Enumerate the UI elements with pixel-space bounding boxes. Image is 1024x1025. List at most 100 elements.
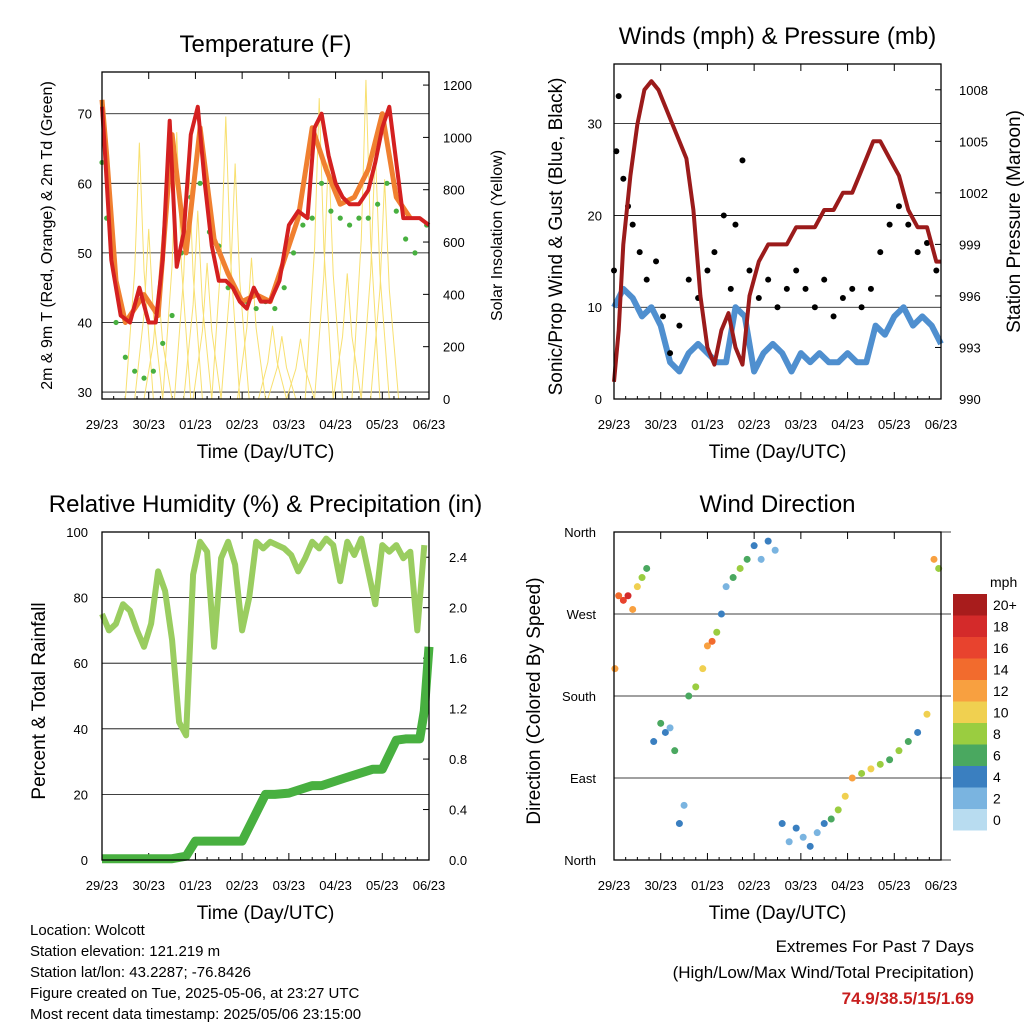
x-tick-label: 03/23 bbox=[785, 417, 818, 432]
direction-point bbox=[813, 829, 821, 837]
x-tick-label: 29/23 bbox=[598, 878, 631, 893]
direction-point bbox=[638, 574, 646, 582]
x-tick-label: 04/23 bbox=[319, 878, 352, 893]
solar-spike bbox=[286, 338, 316, 400]
legend-label: 6 bbox=[993, 748, 1001, 764]
dewpoint-point bbox=[281, 285, 287, 291]
gust-point bbox=[755, 295, 762, 302]
y-tick-label: 80 bbox=[74, 591, 88, 606]
legend-swatch bbox=[953, 658, 987, 680]
gust-point bbox=[783, 285, 790, 292]
gust-point bbox=[660, 313, 667, 320]
gust-point bbox=[720, 212, 727, 219]
y-right-tick-label: 1000 bbox=[443, 130, 472, 145]
dewpoint-point bbox=[309, 215, 315, 221]
x-tick-label: 30/23 bbox=[644, 878, 677, 893]
y-tick-label: South bbox=[562, 689, 596, 704]
gust-point bbox=[704, 267, 711, 274]
legend-label: 0 bbox=[993, 812, 1001, 828]
pressure-line bbox=[612, 79, 941, 382]
direction-point bbox=[619, 596, 627, 604]
gust-point bbox=[793, 267, 800, 274]
y-right-tick-label: 993 bbox=[959, 340, 981, 355]
solar-spike bbox=[134, 228, 164, 400]
dewpoint-point bbox=[328, 208, 334, 214]
gust-point bbox=[858, 304, 865, 311]
y-tick-label: 50 bbox=[78, 246, 92, 261]
gust-point bbox=[711, 249, 718, 256]
y-right-tick-label: 1005 bbox=[959, 134, 988, 149]
x-tick-label: 30/23 bbox=[132, 417, 165, 432]
solar-spike bbox=[258, 325, 287, 400]
y-tick-label: 0 bbox=[595, 392, 602, 407]
x-tick-label: 06/23 bbox=[925, 878, 958, 893]
station-location: Location: Wolcott bbox=[30, 922, 145, 939]
direction-point bbox=[886, 756, 894, 764]
y-tick-label: North bbox=[564, 853, 596, 868]
direction-point bbox=[841, 792, 849, 800]
x-tick-label: 05/23 bbox=[366, 417, 399, 432]
x-tick-label: 04/23 bbox=[831, 417, 864, 432]
direction-point bbox=[680, 801, 688, 809]
direction-point bbox=[722, 583, 730, 591]
gust-point bbox=[676, 322, 683, 329]
legend-swatch bbox=[953, 723, 987, 745]
station-elevation: Station elevation: 121.219 m bbox=[30, 943, 221, 960]
direction-point bbox=[764, 537, 772, 545]
solar-spike bbox=[370, 179, 400, 400]
y-right-axis-label: Station Pressure (Maroon) bbox=[1004, 110, 1024, 333]
gust-point bbox=[746, 267, 753, 274]
x-tick-label: 05/23 bbox=[878, 878, 911, 893]
direction-point bbox=[757, 555, 765, 563]
y-right-tick-label: 0 bbox=[443, 392, 450, 407]
dewpoint-point bbox=[300, 222, 306, 228]
legend-swatch bbox=[953, 809, 987, 831]
x-tick-label: 30/23 bbox=[644, 417, 677, 432]
extremes-title: Extremes For Past 7 Days bbox=[775, 937, 974, 956]
direction-point bbox=[867, 765, 875, 773]
direction-point bbox=[771, 546, 779, 554]
gust-point bbox=[914, 249, 921, 256]
legend-label: 18 bbox=[993, 619, 1009, 635]
solar-spike bbox=[332, 273, 362, 400]
x-tick-label: 04/23 bbox=[831, 878, 864, 893]
station-latlon: Station lat/lon: 43.2287; -76.8426 bbox=[30, 964, 252, 981]
direction-point bbox=[611, 665, 619, 673]
plot-border-2 bbox=[101, 531, 430, 861]
y-right-tick-label: 1.2 bbox=[449, 702, 467, 717]
y-tick-label: West bbox=[567, 607, 597, 622]
y-right-tick-label: 0.0 bbox=[449, 853, 467, 868]
legend-label: 2 bbox=[993, 791, 1001, 807]
x-tick-label: 03/23 bbox=[273, 417, 306, 432]
x-tick-label: 03/23 bbox=[785, 878, 818, 893]
x-tick-label: 29/23 bbox=[86, 878, 119, 893]
direction-point bbox=[827, 815, 835, 823]
legend-label: 10 bbox=[993, 705, 1009, 721]
gust-point bbox=[629, 221, 636, 228]
x-tick-label: 01/23 bbox=[691, 417, 724, 432]
direction-point bbox=[708, 637, 716, 645]
direction-point bbox=[692, 683, 700, 691]
direction-point bbox=[633, 583, 641, 591]
dewpoint-point bbox=[337, 215, 343, 221]
legend-label: 16 bbox=[993, 640, 1009, 656]
direction-point bbox=[703, 642, 711, 650]
x-tick-label: 03/23 bbox=[273, 878, 306, 893]
y-right-tick-label: 2.4 bbox=[449, 550, 467, 565]
solar-spike bbox=[267, 336, 297, 400]
dewpoint-point bbox=[197, 180, 203, 186]
station-info: Location: Wolcott Station elevation: 121… bbox=[30, 920, 361, 1025]
direction-point bbox=[792, 824, 800, 832]
solar-spike bbox=[351, 79, 381, 400]
direction-point bbox=[661, 728, 669, 736]
x-tick-label: 02/23 bbox=[738, 878, 771, 893]
y-right-tick-label: 1002 bbox=[959, 186, 988, 201]
panel-title-2: Relative Humidity (%) & Precipitation (i… bbox=[49, 491, 482, 518]
direction-point bbox=[923, 710, 931, 718]
solar-spike bbox=[211, 116, 241, 400]
dewpoint-point bbox=[375, 201, 381, 207]
dewpoint-point bbox=[412, 250, 418, 256]
gust-point bbox=[615, 93, 622, 100]
gust-point bbox=[613, 148, 620, 155]
dewpoint-point bbox=[169, 312, 175, 319]
